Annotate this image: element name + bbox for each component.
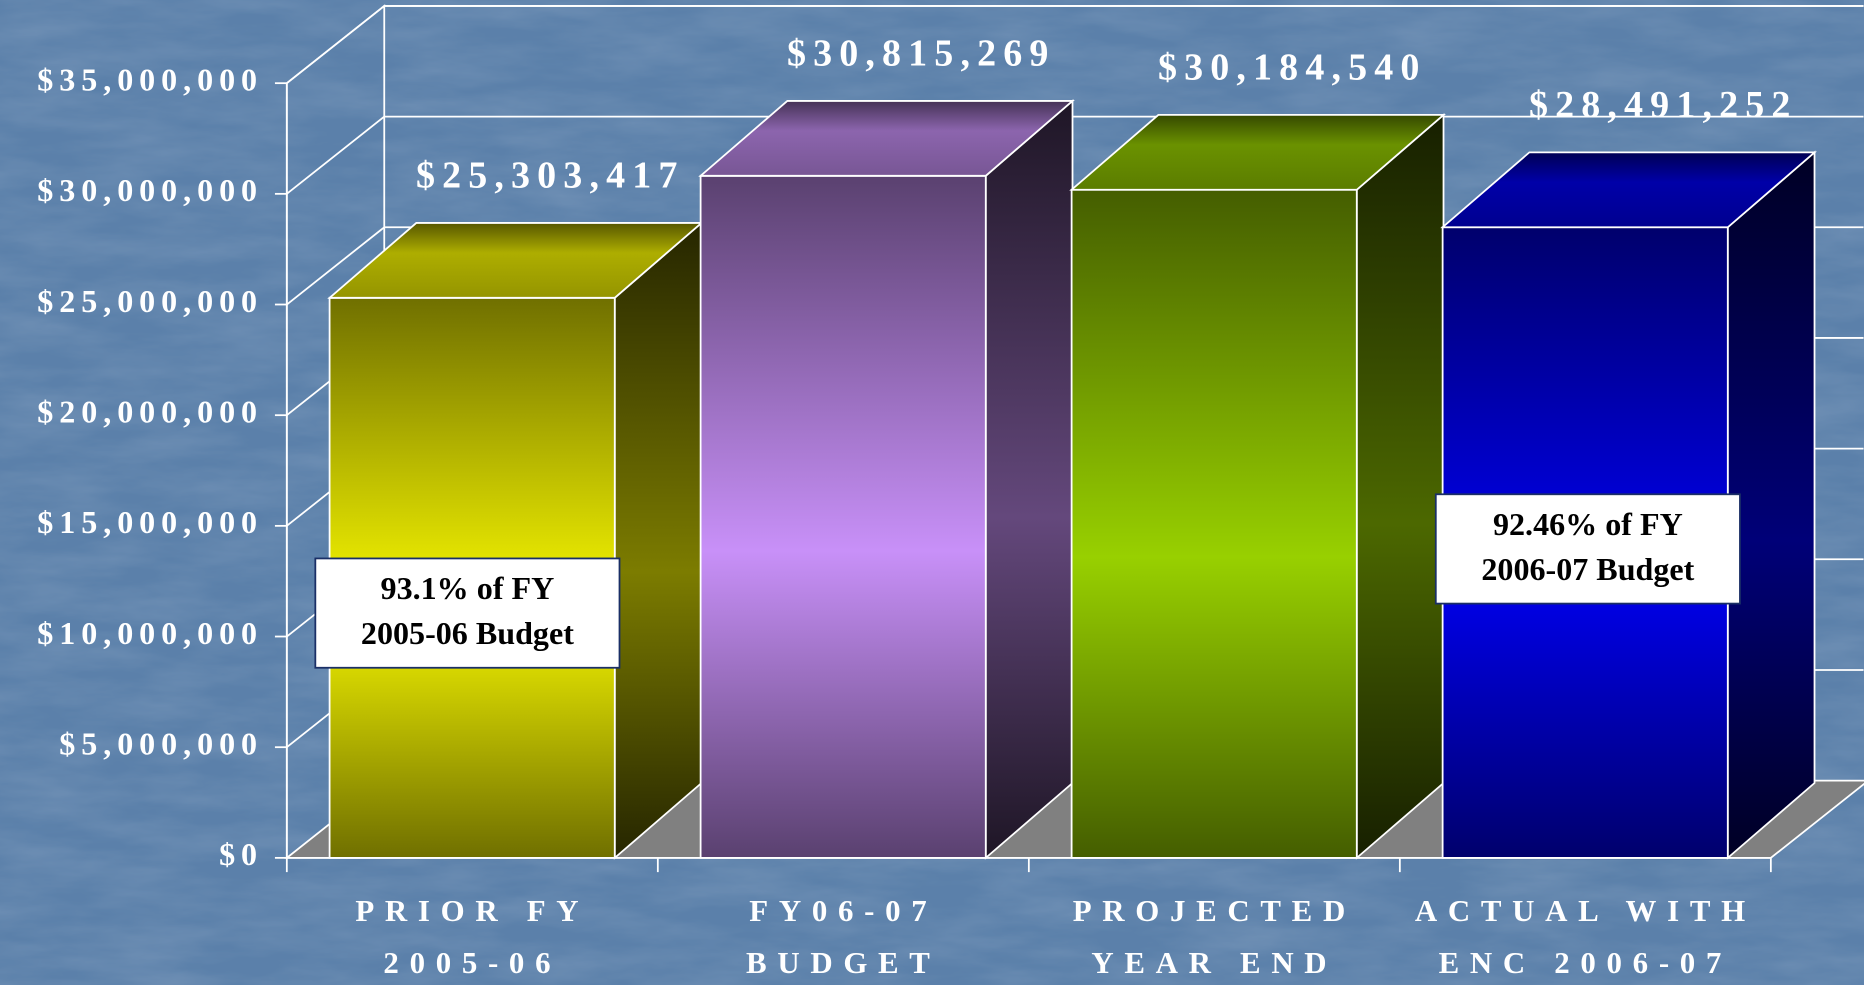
annotation-box [314,557,621,669]
value-label: $30,815,269 [787,33,1056,75]
annotation: 92.46% of FY [1493,506,1683,542]
x-tick-label: PRIOR FY [355,893,589,928]
bar-top [1069,114,1446,191]
bar-side [613,220,703,860]
x-tick-label: BUDGET [746,945,941,980]
bar-front [1070,188,1358,859]
bar-top [1440,151,1817,229]
value-label: $25,303,417 [416,155,685,197]
x-tick-label: ACTUAL WITH [1415,893,1756,928]
annotation-box [1434,493,1741,605]
y-tick-label: $5,000,000 [59,726,263,762]
x-tick-label: PROJECTED [1073,893,1356,928]
value-label: $28,491,252 [1529,84,1798,126]
value-label: $30,184,540 [1158,47,1427,89]
y-tick-label: $10,000,000 [37,615,263,651]
annotation: 93.1% of FY [381,570,555,606]
annotation: 2006-07 Budget [1481,551,1694,587]
bar-side [984,98,1074,860]
y-tick-label: $25,000,000 [37,283,263,319]
annotation: 2005-06 Budget [361,615,574,651]
x-tick-label: ENC 2006-07 [1439,945,1732,980]
y-tick-label: $15,000,000 [37,504,263,540]
bar-top [698,100,1075,177]
x-tick-label: 2005-06 [383,945,561,980]
y-tick-label: $35,000,000 [37,62,263,98]
bar-front [699,174,987,859]
y-tick-label: $30,000,000 [37,172,263,208]
x-tick-label: FY06-07 [749,893,937,928]
x-tick-label: YEAR END [1091,945,1337,980]
grid-line [286,5,1864,84]
y-tick-label: $0 [219,836,263,872]
bar-side [1355,112,1445,860]
y-tick-label: $20,000,000 [37,394,263,430]
